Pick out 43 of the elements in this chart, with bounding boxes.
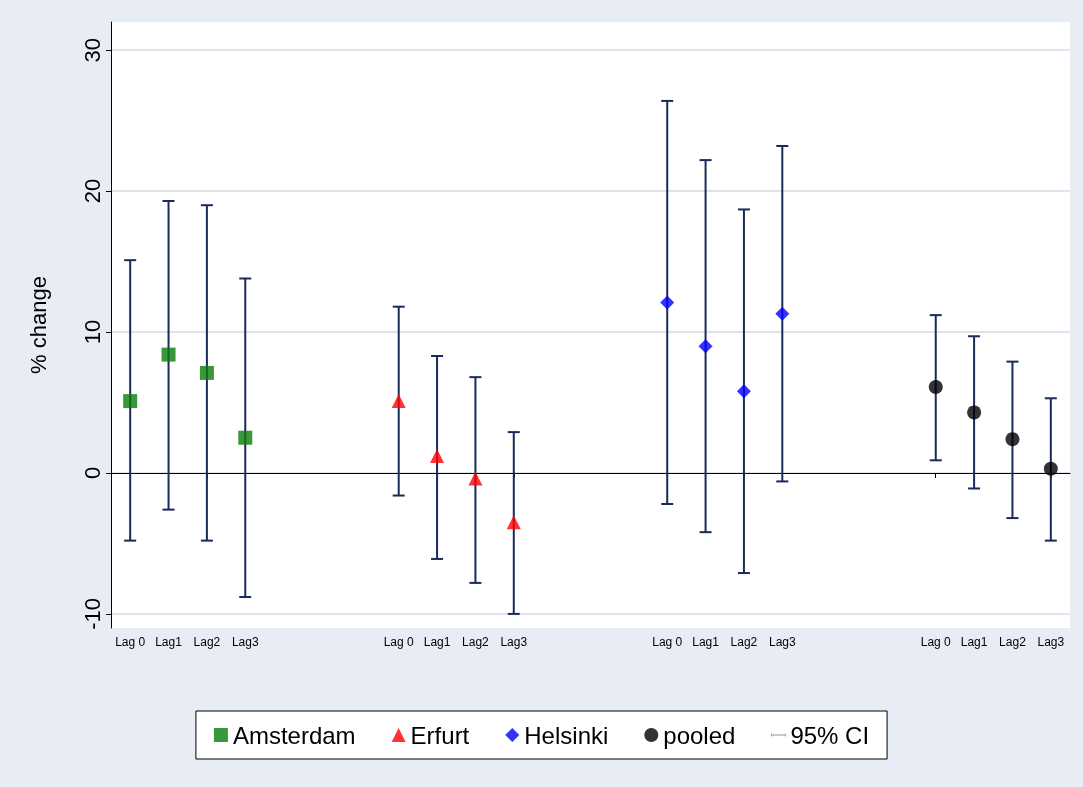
legend-label: pooled	[663, 721, 736, 749]
y-tick-label: -10	[79, 598, 105, 630]
y-tick-label: 30	[79, 37, 105, 63]
point	[468, 471, 483, 486]
point	[123, 394, 138, 409]
point	[1043, 461, 1058, 476]
x-tick-label: Lag3	[500, 635, 528, 649]
point	[161, 347, 176, 362]
x-tick-label: Lag3	[1037, 635, 1065, 649]
point	[391, 394, 406, 409]
x-tick-label: Lag 0	[383, 635, 415, 649]
x-tick-label: Lag3	[231, 635, 259, 649]
x-tick-label: Lag1	[960, 635, 988, 649]
point	[736, 384, 751, 399]
point	[199, 365, 214, 380]
point	[967, 405, 982, 420]
y-tick-label: 0	[79, 466, 105, 480]
legend-label: Erfurt	[410, 721, 470, 749]
point	[506, 515, 521, 530]
y-tick-label: 10	[79, 319, 105, 345]
point	[775, 306, 790, 321]
y-axis-title: % change	[25, 276, 51, 374]
y-tick-label: 20	[79, 178, 105, 204]
x-tick-label: Lag 0	[652, 635, 683, 649]
point	[660, 295, 675, 310]
legend-label: Amsterdam	[232, 721, 356, 749]
x-tick-label: Lag1	[692, 635, 720, 649]
legend-label: Helsinki	[524, 721, 609, 749]
x-tick-label: Lag2	[730, 635, 758, 649]
point	[238, 430, 253, 445]
x-tick-label: Lag1	[423, 635, 451, 649]
point	[698, 339, 713, 354]
point	[928, 380, 943, 395]
point	[430, 449, 445, 464]
text: 95% CI	[790, 721, 870, 749]
x-tick-label: Lag1	[155, 635, 183, 649]
x-tick-label: Lag3	[768, 635, 796, 649]
x-tick-label: Lag2	[999, 635, 1027, 649]
point	[1005, 432, 1020, 447]
x-tick-label: Lag 0	[115, 635, 146, 649]
x-tick-label: Lag2	[462, 635, 490, 649]
x-tick-label: Lag 0	[920, 635, 952, 649]
x-tick-label: Lag2	[193, 635, 221, 649]
